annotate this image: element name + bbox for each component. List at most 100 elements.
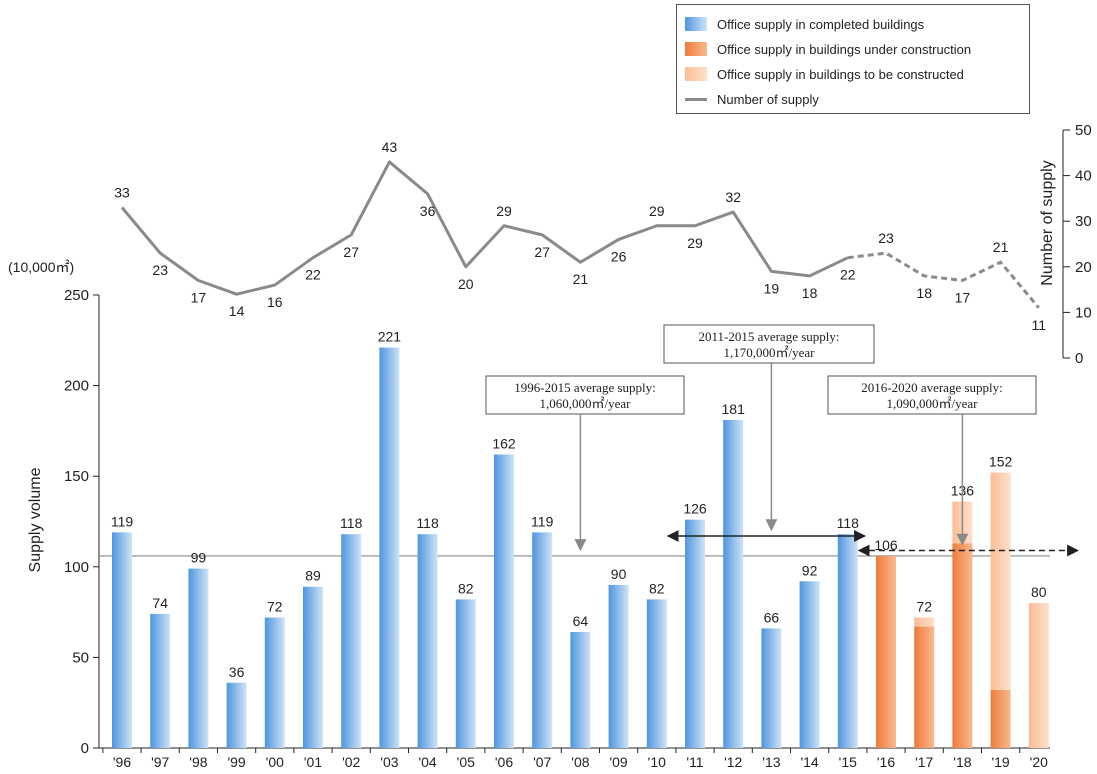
bar-completed	[799, 581, 820, 748]
annotation-line-1: 1996-2015 average supply:	[514, 380, 656, 395]
bar-completed	[570, 632, 591, 748]
x-tick-label: '04	[418, 754, 436, 770]
bar-value-label: 118	[837, 515, 860, 531]
supply-count-label: 22	[840, 267, 856, 283]
supply-count-label: 21	[573, 271, 589, 287]
bar-completed	[264, 617, 285, 748]
x-tick-label: '97	[151, 754, 169, 770]
bar-under-construction	[914, 626, 935, 748]
supply-count-label: 16	[267, 294, 283, 310]
supply-count-label: 19	[764, 280, 780, 296]
supply-count-label: 26	[611, 248, 627, 264]
supply-count-label: 27	[534, 244, 550, 260]
bar-under-construction	[952, 543, 973, 748]
bar-value-label: 119	[111, 513, 134, 529]
legend-item-under-construction: Office supply in buildings under constru…	[685, 40, 971, 58]
bar-value-label: 118	[340, 515, 363, 531]
bar-completed	[608, 584, 629, 748]
bar-completed	[723, 420, 744, 748]
supply-count-label: 33	[114, 185, 130, 201]
bar-completed	[761, 628, 782, 748]
legend-label-completed: Office supply in completed buildings	[717, 16, 925, 32]
y-right-tick-label: 30	[1075, 213, 1092, 230]
x-tick-label: '02	[342, 754, 360, 770]
bar-value-label: 119	[531, 513, 554, 529]
y-left-tick-label: 0	[81, 740, 89, 757]
y-right-tick-label: 20	[1075, 259, 1092, 276]
legend-label-number-of-supply: Number of supply	[717, 91, 819, 107]
bar-completed	[150, 613, 171, 748]
annotations-layer: 1996-2015 average supply:1,060,000㎡/year…	[485, 324, 1080, 557]
bar-value-label: 89	[305, 568, 321, 584]
bar-value-label: 126	[683, 501, 707, 517]
legend-swatch-under-construction	[685, 42, 707, 56]
legend-swatch-to-be-constructed	[685, 67, 707, 81]
bar-value-label: 80	[1031, 584, 1047, 600]
x-tick-label: '01	[304, 754, 322, 770]
x-tick-label: '12	[724, 754, 742, 770]
annotation-line-1: 2011-2015 average supply:	[698, 329, 839, 344]
legend: Office supply in completed buildings Off…	[676, 4, 1030, 114]
x-tick-label: '98	[189, 754, 207, 770]
legend-item-to-be-constructed: Office supply in buildings to be constru…	[685, 65, 964, 83]
supply-count-label: 21	[993, 239, 1009, 255]
legend-swatch-completed	[685, 17, 707, 31]
supply-count-label: 14	[229, 303, 245, 319]
x-tick-label: '09	[609, 754, 627, 770]
supply-count-label: 17	[955, 289, 971, 305]
bar-value-label: 66	[764, 609, 780, 625]
x-tick-label: '06	[495, 754, 513, 770]
y-left-tick-label: 200	[64, 378, 89, 395]
x-tick-label: '96	[113, 754, 131, 770]
legend-label-to-be-constructed: Office supply in buildings to be constru…	[717, 66, 964, 82]
x-tick-label: '18	[953, 754, 971, 770]
supply-count-label: 22	[305, 267, 321, 283]
bar-value-label: 82	[649, 580, 665, 596]
supply-count-label: 17	[191, 289, 207, 305]
annotation-line-2: 1,170,000㎡/year	[724, 345, 816, 360]
y-right-axis-label: Number of supply	[1039, 160, 1056, 285]
supply-count-label: 29	[496, 203, 512, 219]
bar-value-label: 90	[611, 566, 627, 582]
bar-completed	[837, 534, 858, 748]
bar-completed	[303, 586, 323, 748]
supply-count-label: 11	[1032, 317, 1047, 333]
bar-completed	[455, 599, 476, 748]
bar-completed	[112, 532, 132, 748]
x-tick-label: '14	[800, 754, 818, 770]
annotation-box	[485, 375, 685, 415]
bar-under-construction	[990, 690, 1011, 748]
annotation-line-1: 2016-2020 average supply:	[861, 380, 1003, 395]
legend-item-number-of-supply: Number of supply	[685, 90, 819, 108]
x-tick-label: '03	[380, 754, 398, 770]
bar-completed	[379, 347, 400, 748]
y-right-tick-label: 0	[1075, 350, 1083, 367]
bar-value-label: 72	[267, 599, 283, 615]
x-tick-label: '99	[227, 754, 245, 770]
x-tick-label: '13	[762, 754, 780, 770]
x-tick-label: '11	[686, 754, 703, 770]
supply-count-label: 32	[725, 189, 741, 205]
y-right-tick-label: 50	[1075, 122, 1092, 139]
bar-value-label: 118	[416, 515, 439, 531]
bar-value-label: 82	[458, 580, 474, 596]
supply-count-label: 36	[420, 203, 436, 219]
supply-count-label: 18	[802, 285, 818, 301]
bar-completed	[188, 568, 209, 748]
supply-count-label: 43	[382, 139, 398, 155]
x-tick-label: '07	[533, 754, 551, 770]
x-tick-label: '17	[915, 754, 933, 770]
supply-count-line-layer: 33 23 17 14 16 22 27 43 36 20 29 27 21 26 29 29 32 19 18 22…	[114, 139, 1046, 333]
supply-count-label: 29	[649, 203, 665, 219]
x-tick-label: '00	[266, 754, 284, 770]
bar-value-label: 181	[722, 401, 746, 417]
bar-value-label: 152	[989, 454, 1013, 470]
annotation-box	[663, 324, 875, 364]
y-left-tick-label: 100	[64, 559, 89, 576]
supply-count-label: 27	[343, 244, 359, 260]
x-tick-label: '05	[457, 754, 475, 770]
legend-item-completed: Office supply in completed buildings	[685, 15, 924, 33]
bar-value-label: 64	[573, 613, 589, 629]
supply-count-line-dashed	[847, 251, 1040, 309]
